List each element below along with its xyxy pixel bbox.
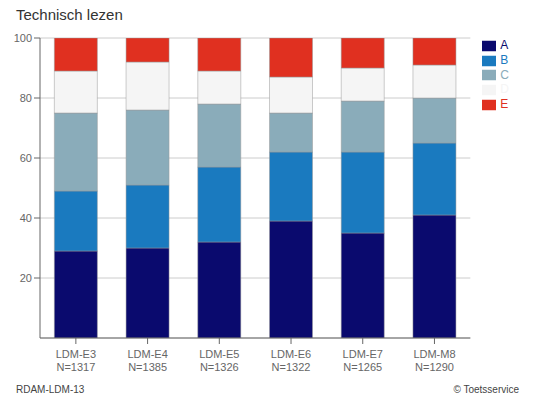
- svg-text:20: 20: [20, 272, 32, 284]
- html-text:C: C: [500, 67, 509, 82]
- svg-text:LDM-E7N=1265: LDM-E7N=1265: [343, 348, 383, 373]
- html-text:RDAM-LDM-13: RDAM-LDM-13: [16, 383, 85, 395]
- svg-text:LDM-E5N=1326: LDM-E5N=1326: [199, 348, 239, 373]
- svg-text:LDM-E3N=1317: LDM-E3N=1317: [56, 348, 96, 373]
- html-text:E: E: [500, 97, 509, 112]
- svg-text:60: 60: [20, 152, 32, 164]
- html-text:A: A: [500, 38, 509, 52]
- svg-text:100: 100: [14, 32, 32, 44]
- html-text:B: B: [500, 52, 509, 67]
- html-text:D: D: [500, 82, 509, 97]
- svg-text:LDM-E6N=1322: LDM-E6N=1322: [271, 348, 311, 373]
- svg-text:80: 80: [20, 92, 32, 104]
- html-text:Technisch lezen: Technisch lezen: [16, 6, 123, 23]
- svg-text:40: 40: [20, 212, 32, 224]
- svg-text:LDM-E4N=1385: LDM-E4N=1385: [127, 348, 167, 373]
- svg-text:LDM-M8N=1290: LDM-M8N=1290: [413, 348, 455, 373]
- html-text:© Toetsservice: © Toetsservice: [453, 383, 519, 395]
